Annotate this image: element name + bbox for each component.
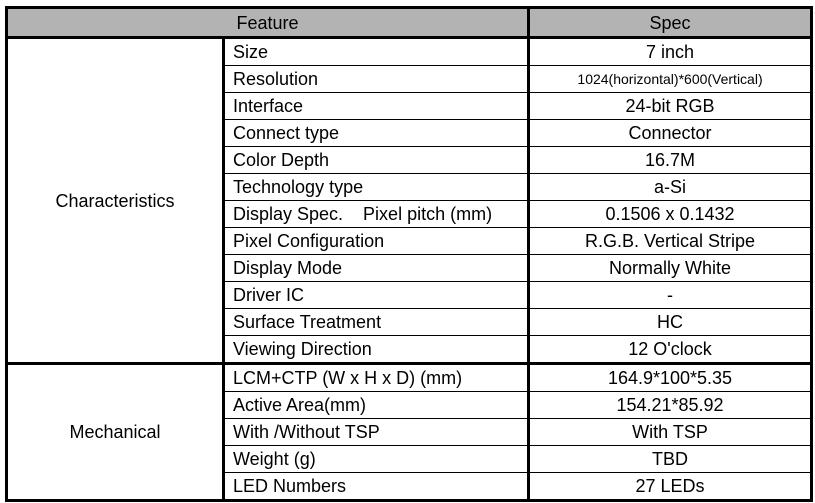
feature-cell: Pixel Configuration xyxy=(222,227,531,255)
spec-cell: 0.1506 x 0.1432 xyxy=(528,200,813,228)
table-row: Color Depth 16.7M xyxy=(7,146,813,174)
spec-cell: R.G.B. Vertical Stripe xyxy=(528,227,813,255)
spec-cell: 27 LEDs xyxy=(528,472,813,501)
feature-cell: Interface xyxy=(222,92,531,120)
table-row: Display Spec. Pixel pitch (mm) 0.1506 x 0… xyxy=(7,200,813,228)
spec-cell: 24-bit RGB xyxy=(528,92,813,120)
feature-cell: Active Area(mm) xyxy=(222,391,531,419)
feature-cell: Surface Treatment xyxy=(222,308,531,336)
feature-cell: LED Numbers xyxy=(222,472,531,501)
feature-cell: Connect type xyxy=(222,119,531,147)
feature-cell: Color Depth xyxy=(222,146,531,174)
feature-cell: Resolution xyxy=(222,65,531,93)
feature-cell: Weight (g) xyxy=(222,445,531,473)
group-label: Mechanical xyxy=(6,362,225,501)
feature-cell: Driver IC xyxy=(222,281,531,309)
table-row: Characteristics Size 7 inch xyxy=(6,37,813,364)
table-row: Technology type a-Si xyxy=(7,173,813,201)
spec-cell: 16.7M xyxy=(528,146,813,174)
table-row: With /Without TSP With TSP xyxy=(7,418,813,446)
table-row: Mechanical LCM+CTP (W x H x D) (mm) 164.9*… xyxy=(6,362,813,501)
spec-cell: Connector xyxy=(528,119,813,147)
table-row: Display Mode Normally White xyxy=(7,254,813,282)
spec-cell: Normally White xyxy=(528,254,813,282)
spec-cell: 164.9*100*5.35 xyxy=(528,362,813,392)
feature-cell: Size xyxy=(222,37,531,66)
header-spec: Spec xyxy=(528,7,813,39)
spec-cell: 7 inch xyxy=(528,37,813,66)
table-row: Connect type Connector xyxy=(7,119,813,147)
spec-cell: HC xyxy=(528,308,813,336)
feature-cell: Technology type xyxy=(222,173,531,201)
table-row: Pixel Configuration R.G.B. Vertical Strip… xyxy=(7,227,813,255)
table-row: Surface Treatment HC xyxy=(7,308,813,336)
feature-cell: LCM+CTP (W x H x D) (mm) xyxy=(222,362,531,392)
spec-cell: 12 O'clock xyxy=(528,335,813,364)
feature-cell: Display Spec. Pixel pitch (mm) xyxy=(222,200,531,228)
table-row: LED Numbers 27 LEDs xyxy=(7,472,813,501)
spec-table: Feature Spec Characteristics Size 7 inch Re… xyxy=(5,6,814,502)
spec-cell: a-Si xyxy=(528,173,813,201)
spec-cell: 154.21*85.92 xyxy=(528,391,813,419)
spec-cell: With TSP xyxy=(528,418,813,446)
feature-cell: Viewing Direction xyxy=(222,335,531,364)
table-row: Resolution 1024(horizontal)*600(Vertical) xyxy=(7,65,813,93)
header-row: Feature Spec xyxy=(5,7,813,39)
spec-cell: - xyxy=(528,281,813,309)
feature-cell: Display Mode xyxy=(222,254,531,282)
feature-cell: With /Without TSP xyxy=(222,418,531,446)
spec-cell: TBD xyxy=(528,445,813,473)
spec-cell: 1024(horizontal)*600(Vertical) xyxy=(528,65,813,93)
table-row: Active Area(mm) 154.21*85.92 xyxy=(7,391,813,419)
header-feature: Feature xyxy=(5,7,531,39)
table-row: Weight (g) TBD xyxy=(7,445,813,473)
table-row: Interface 24-bit RGB xyxy=(7,92,813,120)
group-label: Characteristics xyxy=(6,37,225,364)
